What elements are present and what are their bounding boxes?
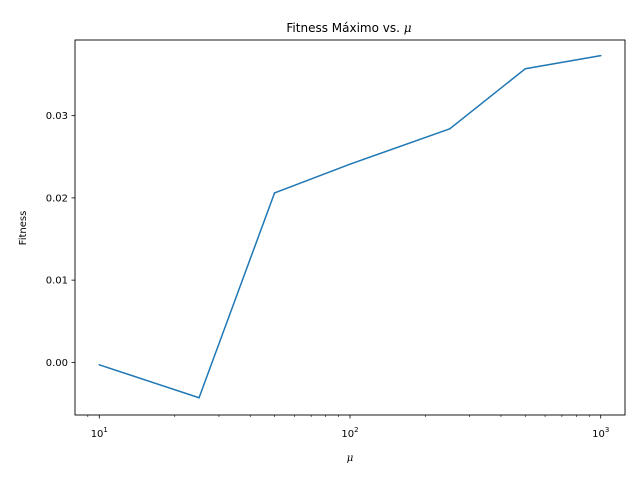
x-tick-label: 102 <box>341 426 358 440</box>
data-point <box>524 67 527 70</box>
data-point <box>448 128 451 130</box>
y-tick-label: 0.00 <box>46 358 68 369</box>
x-tick-label: 103 <box>592 426 609 440</box>
y-tick-label: 0.03 <box>46 111 68 122</box>
data-point <box>599 54 602 57</box>
data-point <box>98 364 101 366</box>
x-axis-label: μ <box>347 453 354 464</box>
y-axis-ticks: 0.00 0.01 0.02 0.03 <box>46 111 75 369</box>
data-point <box>273 192 276 194</box>
series-layer <box>98 54 602 399</box>
data-point <box>198 396 200 399</box>
x-tick-label: 101 <box>91 426 108 440</box>
data-point <box>349 163 351 165</box>
y-axis-label: Fitness <box>18 211 29 246</box>
y-tick-label: 0.02 <box>46 193 68 204</box>
chart-title: Fitness Máximo vs. μ <box>286 21 411 35</box>
plot-frame <box>74 39 626 416</box>
y-tick-label: 0.01 <box>46 276 68 287</box>
